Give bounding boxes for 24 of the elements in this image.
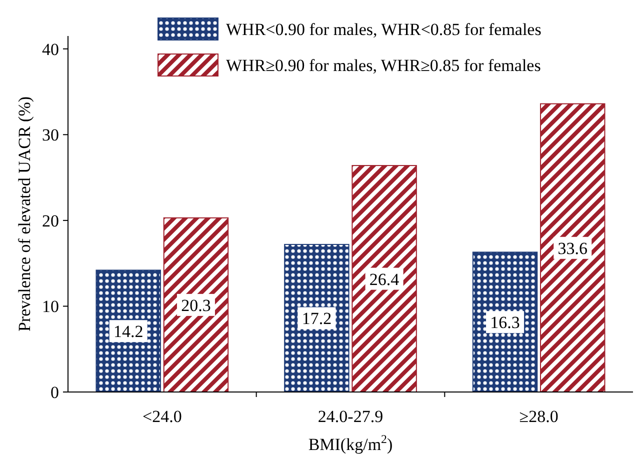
bar [540,103,606,392]
y-axis-title: Prevalence of elevated UACR (%) [15,96,34,332]
y-tick-label: 20 [42,211,59,230]
y-tick-label: 30 [42,126,59,145]
bar [96,270,161,392]
data-label: 17.2 [302,309,332,328]
bar [284,244,350,392]
legend-label: WHR<0.90 for males, WHR<0.85 for females [226,20,542,39]
x-tick-label: ≥28.0 [519,407,558,426]
x-axis-title: BMI(kg/m$^{2}$) [308,432,393,454]
legend-label: WHR≥0.90 for males, WHR≥0.85 for females [226,56,541,75]
y-tick-label: 0 [50,383,59,402]
x-tick-label: 24.0-27.9 [318,407,384,426]
x-tick-label: <24.0 [142,407,182,426]
data-label: 14.2 [113,322,144,342]
data-label: 16.3 [490,313,520,332]
y-tick-label: 40 [42,40,59,59]
bar [352,165,417,392]
data-label: 20.3 [181,296,211,315]
y-tick-label: 10 [42,297,59,316]
bar [472,252,538,392]
data-label: 26.4 [369,270,400,289]
data-label: 33.6 [558,238,588,258]
bar [163,217,229,392]
